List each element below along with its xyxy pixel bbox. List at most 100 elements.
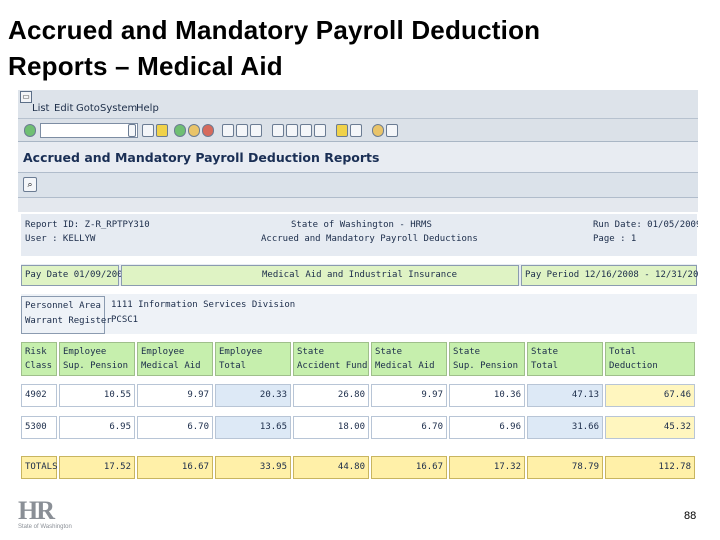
cell-value: 6.70 bbox=[421, 422, 443, 432]
cell-state-medical-aid: 9.97 bbox=[371, 384, 447, 407]
pay-date-row: Pay Date 01/09/2009 Medical Aid and Indu… bbox=[21, 264, 698, 286]
report-id: Report ID: Z-R_RPTPY310 bbox=[25, 220, 150, 230]
slide-title-line2: Reports – Medical Aid bbox=[8, 51, 283, 81]
col-header-line1: Employee bbox=[219, 347, 263, 357]
cell-value: 44.80 bbox=[337, 462, 365, 472]
col-header-emp-sup-pension: Employee Sup. Pension bbox=[59, 342, 135, 376]
report-user: User : KELLYW bbox=[25, 234, 96, 244]
cell-state-sup-pension: 10.36 bbox=[449, 384, 525, 407]
slide-title-line1: Accrued and Mandatory Payroll Deduction bbox=[8, 15, 541, 45]
col-header-state-medical-aid: State Medical Aid bbox=[371, 342, 447, 376]
warrant-register-label: Warrant Register bbox=[25, 316, 112, 326]
cell-value: 78.79 bbox=[571, 462, 599, 472]
display-icon[interactable]: ⌕ bbox=[23, 177, 37, 192]
next-page-icon[interactable] bbox=[300, 124, 312, 137]
menu-help[interactable]: Help bbox=[136, 103, 159, 114]
col-header-state-total: State Total bbox=[527, 342, 603, 376]
find-icon[interactable] bbox=[236, 124, 248, 137]
col-header-risk-class: Risk Class bbox=[21, 342, 57, 376]
cell-risk-class: 5300 bbox=[21, 416, 57, 439]
cell-value: 18.00 bbox=[337, 422, 365, 432]
cell-value: 112.78 bbox=[658, 462, 691, 472]
find-next-icon[interactable] bbox=[250, 124, 262, 137]
shortcut-icon[interactable] bbox=[350, 124, 362, 137]
col-header-line2: Deduction bbox=[609, 361, 658, 371]
sap-window: ▭ List Edit Goto System Help Accrued and… bbox=[18, 90, 698, 490]
cell-state-accident-fund: 18.00 bbox=[293, 416, 369, 439]
enter-icon[interactable] bbox=[24, 124, 36, 137]
menu-list[interactable]: List bbox=[32, 103, 50, 114]
cell-state-sup-pension: 6.96 bbox=[449, 416, 525, 439]
col-header-line2: Sup. Pension bbox=[453, 361, 519, 371]
first-page-icon[interactable] bbox=[272, 124, 284, 137]
personnel-area-value: 1111 Information Services Division bbox=[111, 300, 296, 310]
table-row: 5300 6.95 6.70 13.65 18.00 6.70 6.96 31.… bbox=[18, 416, 698, 439]
screen-title: Accrued and Mandatory Payroll Deduction … bbox=[23, 150, 380, 165]
cell-total-deduction: 45.32 bbox=[605, 416, 695, 439]
cell-value: 10.36 bbox=[493, 390, 521, 400]
cell-value: 26.80 bbox=[337, 390, 365, 400]
total-deduction: 112.78 bbox=[605, 456, 695, 479]
slide-page-number: 88 bbox=[684, 510, 697, 522]
layout-menu-icon[interactable] bbox=[386, 124, 398, 137]
help-icon[interactable] bbox=[372, 124, 384, 137]
report-header: Report ID: Z-R_RPTPY310 User : KELLYW St… bbox=[21, 214, 698, 256]
back-icon[interactable] bbox=[174, 124, 186, 137]
pay-period-box: Pay Period 12/16/2008 - 12/31/2008 bbox=[521, 265, 698, 286]
run-date: Run Date: 01/05/2009 bbox=[593, 220, 698, 230]
personnel-area-label: Personnel Area bbox=[25, 301, 101, 311]
cell-emp-medical-aid: 9.97 bbox=[137, 384, 213, 407]
cell-value: 6.70 bbox=[187, 422, 209, 432]
pay-period: Pay Period 12/16/2008 - 12/31/2008 bbox=[525, 270, 698, 280]
total-state-sup-pension: 17.32 bbox=[449, 456, 525, 479]
cell-value: 9.97 bbox=[187, 390, 209, 400]
col-header-line2: Medical Aid bbox=[375, 361, 435, 371]
logo-subtitle: State of Washington bbox=[18, 524, 72, 530]
application-toolbar: ⌕ bbox=[18, 173, 698, 198]
save-icon[interactable] bbox=[156, 124, 168, 137]
cancel-icon[interactable] bbox=[202, 124, 214, 137]
menu-system[interactable]: System bbox=[100, 103, 138, 114]
menu-bar: ▭ List Edit Goto System Help bbox=[18, 90, 698, 119]
page-indicator: Page : 1 bbox=[593, 234, 637, 244]
cell-state-medical-aid: 6.70 bbox=[371, 416, 447, 439]
cell-value: 17.32 bbox=[493, 462, 521, 472]
standard-toolbar bbox=[18, 119, 698, 142]
cell-value: 4902 bbox=[25, 390, 47, 400]
col-header-line1: Employee bbox=[141, 347, 185, 357]
cell-emp-medical-aid: 6.70 bbox=[137, 416, 213, 439]
system-menu-icon[interactable]: ▭ bbox=[20, 91, 32, 103]
menu-edit[interactable]: Edit bbox=[54, 103, 74, 114]
col-header-line1: State bbox=[453, 347, 481, 357]
cell-total-deduction: 67.46 bbox=[605, 384, 695, 407]
cell-value: 6.96 bbox=[499, 422, 521, 432]
command-field[interactable] bbox=[40, 123, 138, 138]
menu-goto[interactable]: Goto bbox=[76, 103, 100, 114]
hr-logo: HR State of Washington bbox=[18, 498, 78, 531]
total-state-total: 78.79 bbox=[527, 456, 603, 479]
col-header-total-deduction: Total Deduction bbox=[605, 342, 695, 376]
totals-label: TOTALS bbox=[21, 456, 58, 479]
section-title: Medical Aid and Industrial Insurance bbox=[262, 270, 458, 280]
report-output: Report ID: Z-R_RPTPY310 User : KELLYW St… bbox=[18, 212, 698, 490]
previous-page-icon[interactable] bbox=[286, 124, 298, 137]
exit-icon[interactable] bbox=[188, 124, 200, 137]
command-dropdown-icon[interactable] bbox=[128, 124, 136, 137]
col-header-line1: State bbox=[297, 347, 325, 357]
col-header-line2: Total bbox=[219, 361, 247, 371]
table-row: 4902 10.55 9.97 20.33 26.80 9.97 10.36 4… bbox=[18, 384, 698, 407]
print-icon[interactable] bbox=[222, 124, 234, 137]
prev-icon[interactable] bbox=[142, 124, 154, 137]
org-labels-box: Personnel Area Warrant Register bbox=[21, 296, 112, 334]
col-header-line1: Risk bbox=[25, 347, 47, 357]
last-page-icon[interactable] bbox=[314, 124, 326, 137]
slide-title: Accrued and Mandatory Payroll Deduction … bbox=[8, 12, 708, 84]
new-session-icon[interactable] bbox=[336, 124, 348, 137]
section-title-box: Medical Aid and Industrial Insurance bbox=[121, 265, 519, 286]
col-header-state-accident-fund: State Accident Fund bbox=[293, 342, 369, 376]
cell-value: 16.67 bbox=[415, 462, 443, 472]
cell-value: 33.95 bbox=[259, 462, 287, 472]
cell-value: 13.65 bbox=[259, 422, 287, 432]
cell-emp-total: 13.65 bbox=[215, 416, 291, 439]
cell-emp-sup-pension: 6.95 bbox=[59, 416, 135, 439]
